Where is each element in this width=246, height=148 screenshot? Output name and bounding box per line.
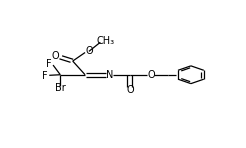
Text: F: F: [46, 59, 52, 69]
Text: O: O: [147, 70, 155, 80]
Text: N: N: [106, 70, 114, 80]
Text: O: O: [126, 85, 134, 95]
Text: O: O: [85, 46, 93, 56]
Text: CH₃: CH₃: [96, 36, 114, 46]
Text: F: F: [42, 71, 48, 81]
Text: O: O: [51, 51, 59, 61]
Text: Br: Br: [55, 83, 66, 93]
